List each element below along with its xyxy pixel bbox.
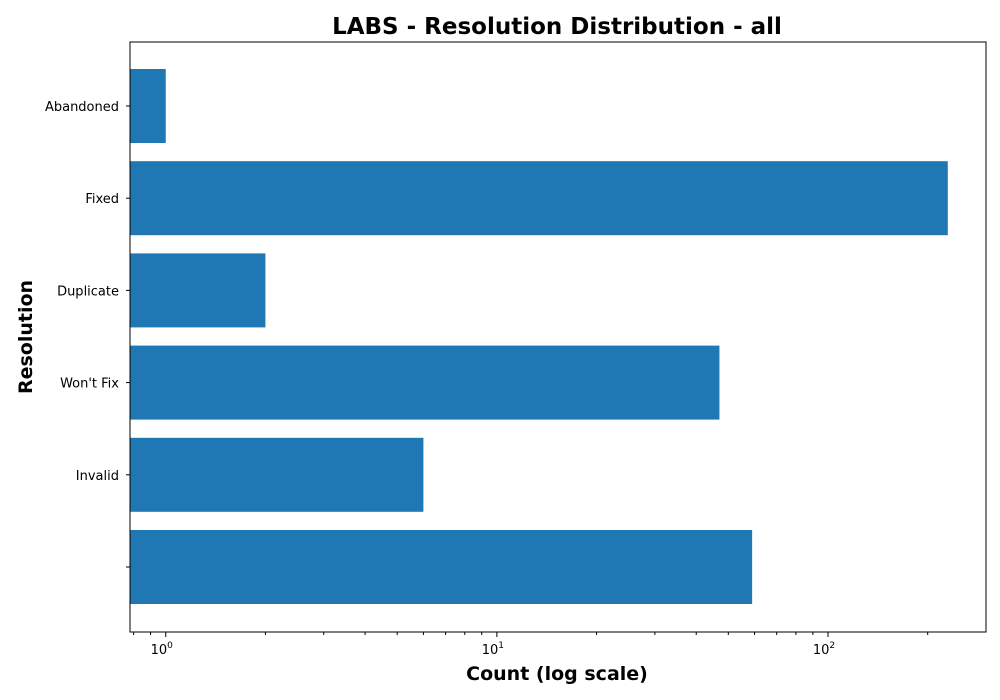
y-axis-label: Resolution (15, 280, 37, 394)
x-axis-label: Count (log scale) (466, 663, 648, 685)
bar (130, 161, 948, 236)
x-ticks-group: 100 101 102 (133, 632, 929, 658)
x-tick-label: 100 (151, 641, 174, 658)
bars-group (130, 69, 948, 604)
y-tick-label: Fixed (85, 192, 119, 207)
bar (130, 437, 424, 512)
y-tick-label: Duplicate (57, 284, 119, 299)
bar (130, 69, 166, 143)
bar (130, 345, 720, 420)
bar (130, 530, 753, 604)
y-tick-label: Won't Fix (60, 377, 119, 392)
plot-frame (129, 41, 987, 633)
y-ticks-group: Abandoned Fixed Duplicate Won't Fix Invalid (45, 100, 130, 568)
y-tick-label: Abandoned (45, 100, 119, 115)
y-tick-label: Invalid (76, 469, 119, 484)
chart-title: LABS - Resolution Distribution - all (332, 14, 782, 40)
x-tick-label: 102 (813, 641, 835, 658)
x-tick-label: 101 (482, 641, 504, 658)
bar (130, 253, 266, 328)
